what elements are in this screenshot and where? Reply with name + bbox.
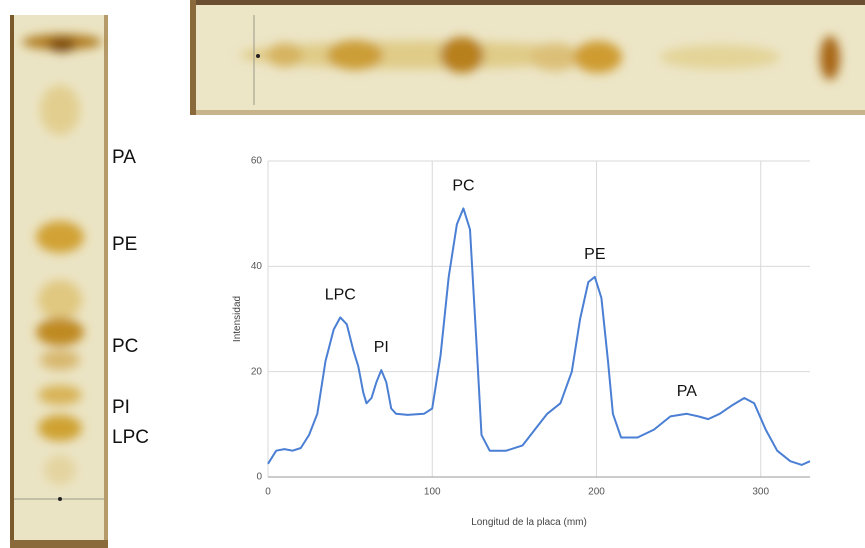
peak-annotation: PE	[584, 246, 605, 263]
y-axis-title: Intensidad	[232, 296, 243, 342]
y-tick-label: 0	[256, 472, 262, 483]
plate-label: LPC	[112, 427, 149, 448]
y-tick-label: 60	[251, 156, 263, 167]
peak-annotation: PI	[374, 339, 389, 356]
peak-annotation: PC	[452, 177, 474, 194]
x-tick-label: 0	[265, 487, 271, 498]
plate-labels: PA PE PC PI LPC	[112, 147, 149, 448]
y-tick-label: 40	[251, 261, 263, 272]
plate-label: PE	[112, 234, 137, 255]
tlc-plate-vertical	[10, 15, 108, 548]
x-tick-label: 300	[752, 487, 769, 498]
x-tick-label: 200	[588, 487, 605, 498]
data-line	[267, 207, 811, 466]
plate-label: PC	[112, 336, 138, 357]
tlc-plate-horizontal	[190, 0, 865, 115]
x-axis-title: Longitud de la placa (mm)	[471, 517, 587, 528]
line-chart: 0 20 40 60 0 100 200 300 Longitud de la placa (m…	[232, 156, 811, 528]
plate-label: PI	[112, 397, 130, 418]
x-tick-label: 100	[424, 487, 441, 498]
plate-label: PA	[112, 147, 136, 168]
peak-annotation: PA	[677, 383, 697, 400]
peak-annotation: LPC	[325, 286, 356, 303]
y-tick-label: 20	[251, 366, 263, 377]
